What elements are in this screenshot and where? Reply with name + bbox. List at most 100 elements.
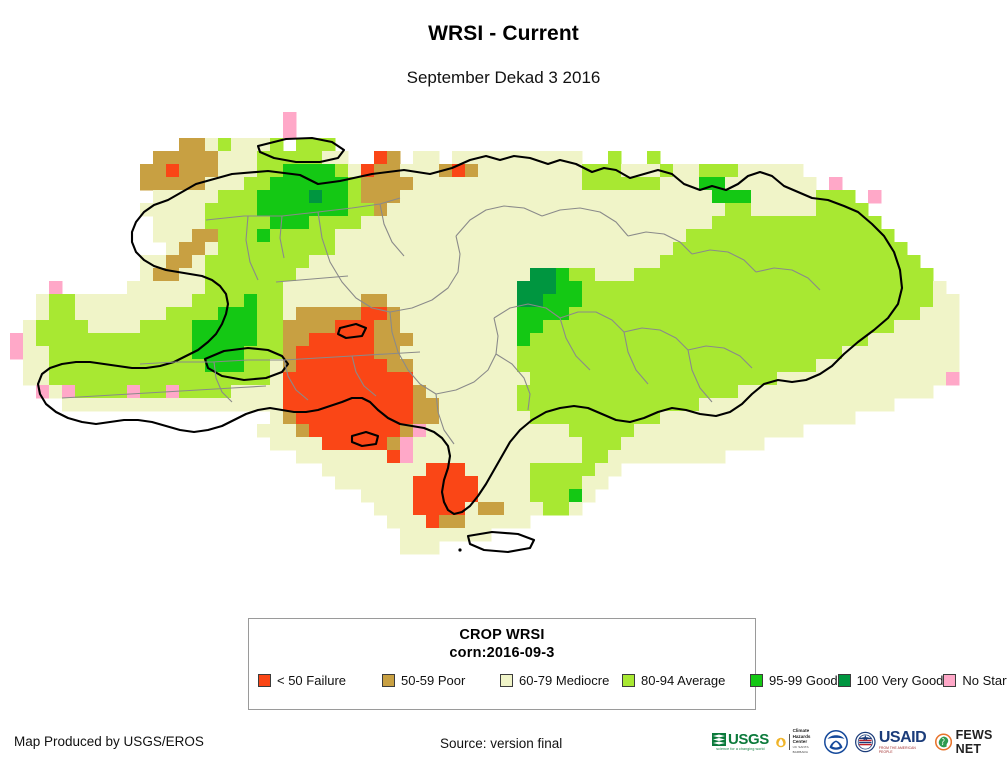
wrsi-cell xyxy=(686,372,700,386)
wrsi-cell xyxy=(504,489,518,503)
wrsi-cell xyxy=(751,359,765,373)
wrsi-cell xyxy=(413,190,427,204)
wrsi-cell xyxy=(296,255,310,269)
wrsi-cell xyxy=(309,138,323,152)
wrsi-cell xyxy=(790,164,804,178)
wrsi-cell xyxy=(842,398,856,412)
wrsi-cell xyxy=(127,294,141,308)
wrsi-cell xyxy=(361,385,375,399)
wrsi-cell xyxy=(322,294,336,308)
wrsi-cell xyxy=(179,359,193,373)
wrsi-cell xyxy=(179,229,193,243)
wrsi-cell xyxy=(257,268,271,282)
wrsi-cell xyxy=(205,229,219,243)
wrsi-cell xyxy=(530,164,544,178)
wrsi-cell xyxy=(543,229,557,243)
wrsi-cell xyxy=(452,528,466,542)
wrsi-cell xyxy=(868,268,882,282)
wrsi-cell xyxy=(556,424,570,438)
wrsi-cell xyxy=(699,164,713,178)
wrsi-cell xyxy=(166,398,180,412)
wrsi-cell xyxy=(309,450,323,464)
wrsi-cell xyxy=(374,502,388,516)
wrsi-cell xyxy=(543,463,557,477)
wrsi-cell xyxy=(751,385,765,399)
wrsi-cell xyxy=(621,190,635,204)
wrsi-raster-map[interactable] xyxy=(0,112,1007,607)
wrsi-cell xyxy=(296,411,310,425)
water-drop-icon xyxy=(776,737,786,747)
wrsi-cell xyxy=(296,437,310,451)
wrsi-cell xyxy=(296,450,310,464)
wrsi-cell xyxy=(413,411,427,425)
wrsi-cell xyxy=(166,320,180,334)
wrsi-cell xyxy=(296,359,310,373)
wrsi-cell xyxy=(244,190,258,204)
fews-globe-icon xyxy=(934,733,952,751)
wrsi-cell xyxy=(608,203,622,217)
wrsi-cell xyxy=(49,372,63,386)
wrsi-cell xyxy=(751,242,765,256)
wrsi-cell xyxy=(101,346,115,360)
wrsi-cell xyxy=(517,307,531,321)
wrsi-cell xyxy=(179,268,193,282)
wrsi-cell xyxy=(816,385,830,399)
wrsi-cell xyxy=(491,359,505,373)
wrsi-cell xyxy=(270,164,284,178)
wrsi-cell xyxy=(452,489,466,503)
wrsi-cell xyxy=(816,255,830,269)
wrsi-cell xyxy=(218,398,232,412)
wrsi-cell xyxy=(166,216,180,230)
wrsi-cell xyxy=(608,463,622,477)
wrsi-cell xyxy=(842,294,856,308)
wrsi-cell xyxy=(244,281,258,295)
wrsi-cell xyxy=(335,281,349,295)
wrsi-cell xyxy=(543,190,557,204)
wrsi-cell xyxy=(413,437,427,451)
wrsi-cell xyxy=(426,528,440,542)
wrsi-cell xyxy=(465,437,479,451)
wrsi-cell xyxy=(413,151,427,165)
wrsi-cell xyxy=(660,320,674,334)
wrsi-cell xyxy=(413,268,427,282)
wrsi-cell xyxy=(88,385,102,399)
wrsi-cell xyxy=(426,541,440,555)
wrsi-cell xyxy=(790,307,804,321)
wrsi-cell xyxy=(621,255,635,269)
wrsi-cell xyxy=(465,229,479,243)
wrsi-cell xyxy=(530,398,544,412)
wrsi-cell xyxy=(192,216,206,230)
wrsi-cell xyxy=(933,320,947,334)
wrsi-cell xyxy=(400,242,414,256)
usgs-tagline: science for a changing world xyxy=(716,747,765,751)
wrsi-cell xyxy=(816,216,830,230)
wrsi-cell xyxy=(699,190,713,204)
wrsi-cell xyxy=(400,502,414,516)
wrsi-cell xyxy=(543,281,557,295)
wrsi-cell xyxy=(426,398,440,412)
wrsi-cell xyxy=(582,307,596,321)
wrsi-cell xyxy=(413,476,427,490)
wrsi-cell xyxy=(777,359,791,373)
wrsi-cell xyxy=(543,437,557,451)
map-canvas[interactable] xyxy=(0,112,1007,607)
wrsi-cell xyxy=(36,320,50,334)
wrsi-cell xyxy=(790,372,804,386)
wrsi-cell xyxy=(283,437,297,451)
wrsi-cell xyxy=(556,255,570,269)
wrsi-cell xyxy=(348,385,362,399)
wrsi-cell xyxy=(309,229,323,243)
wrsi-cell xyxy=(218,229,232,243)
wrsi-cell xyxy=(400,398,414,412)
wrsi-cell xyxy=(335,385,349,399)
wrsi-cell xyxy=(361,255,375,269)
wrsi-cell xyxy=(608,437,622,451)
wrsi-cell xyxy=(361,437,375,451)
wrsi-cell xyxy=(322,424,336,438)
wrsi-cell xyxy=(647,294,661,308)
wrsi-cell xyxy=(712,385,726,399)
wrsi-cell xyxy=(283,268,297,282)
wrsi-cell xyxy=(36,333,50,347)
wrsi-cell xyxy=(218,294,232,308)
wrsi-cell xyxy=(218,346,232,360)
